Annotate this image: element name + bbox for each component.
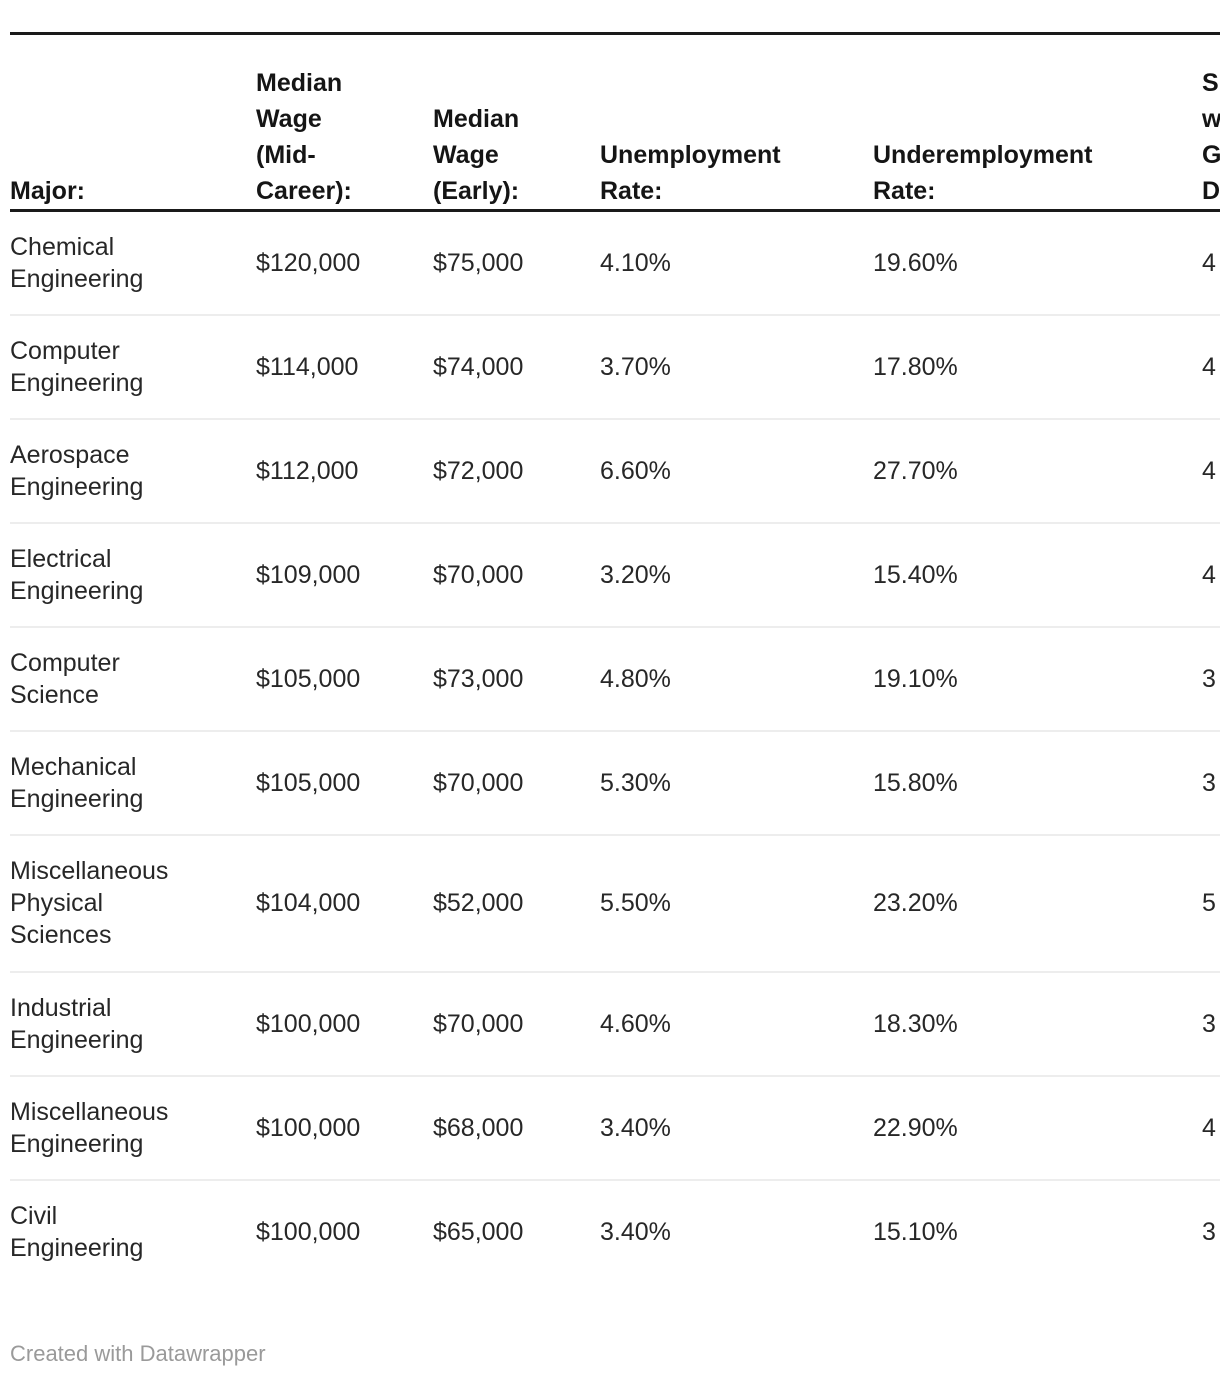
cell-unemployment-rate: 5.50% — [600, 889, 671, 917]
table-row-miscellaneous-engineering: Miscellaneous Engineering $100,000 $68,0… — [10, 1075, 1220, 1180]
cell-underemployment-rate: 22.90% — [873, 1113, 958, 1142]
table-row-industrial-engineering: Industrial Engineering $100,000 $70,000 … — [10, 971, 1220, 1076]
cell-median-wage-mid-career: $109,000 — [256, 560, 361, 589]
cell-median-wage-mid-career: $100,000 — [256, 1009, 361, 1038]
cell-median-wage-early: $70,000 — [433, 1009, 524, 1038]
datawrapper-credit-link[interactable]: Created with Datawrapper — [10, 1341, 266, 1366]
cell-underemployment-rate: 19.10% — [873, 664, 958, 693]
cell-median-wage-mid-career: $105,000 — [256, 768, 361, 797]
table-row-aerospace-engineering: Aerospace Engineering $112,000 $72,000 6… — [10, 418, 1220, 523]
cell-major: Industrial Engineering — [10, 993, 144, 1054]
cell-underemployment-rate: 15.80% — [873, 768, 958, 797]
col-header-underemployment-rate: Underemployment Rate: — [873, 141, 1093, 205]
table-row-electrical-engineering: Electrical Engineering $109,000 $70,000 … — [10, 522, 1220, 627]
cell-underemployment-rate: 23.20% — [873, 889, 958, 917]
cell-median-wage-early: $72,000 — [433, 456, 524, 485]
cell-share-with-graduate-degree-clipped: 4 — [1202, 560, 1216, 589]
cell-unemployment-rate: 3.40% — [600, 1113, 671, 1142]
col-header-share-with-graduate-degree-clipped: S w G D — [1202, 69, 1220, 205]
cell-underemployment-rate: 15.40% — [873, 560, 958, 589]
data-table-container: Major: Median Wage (Mid- Career): Median… — [10, 32, 1220, 1284]
col-header-unemployment-rate: Unemployment Rate: — [600, 141, 781, 205]
cell-share-with-graduate-degree-clipped: 4 — [1202, 352, 1216, 381]
cell-major: Miscellaneous Engineering — [10, 1097, 169, 1158]
col-header-major: Major: — [10, 177, 85, 205]
cell-underemployment-rate: 27.70% — [873, 456, 958, 485]
cell-unemployment-rate: 3.70% — [600, 352, 671, 381]
table-row-civil-engineering: Civil Engineering $100,000 $65,000 3.40%… — [10, 1179, 1220, 1284]
col-header-median-wage-early: Median Wage (Early): — [433, 105, 520, 205]
cell-major: Computer Engineering — [10, 336, 144, 397]
cell-median-wage-mid-career: $104,000 — [256, 889, 361, 917]
cell-median-wage-mid-career: $112,000 — [256, 456, 359, 485]
col-header-median-wage-mid-career: Median Wage (Mid- Career): — [256, 69, 352, 205]
cell-median-wage-early: $65,000 — [433, 1218, 524, 1246]
cell-median-wage-early: $75,000 — [433, 248, 524, 277]
table-row-computer-engineering: Computer Engineering $114,000 $74,000 3.… — [10, 314, 1220, 419]
cell-major: Civil Engineering — [10, 1202, 144, 1262]
cell-median-wage-mid-career: $114,000 — [256, 352, 359, 381]
cell-share-with-graduate-degree-clipped: 4 — [1202, 456, 1216, 485]
cell-unemployment-rate: 4.10% — [600, 248, 671, 277]
cell-share-with-graduate-degree-clipped: 4 — [1202, 248, 1216, 277]
cell-underemployment-rate: 15.10% — [873, 1218, 958, 1246]
cell-unemployment-rate: 4.80% — [600, 664, 671, 693]
cell-share-with-graduate-degree-clipped: 3 — [1202, 768, 1216, 797]
cell-unemployment-rate: 6.60% — [600, 456, 671, 485]
cell-median-wage-early: $73,000 — [433, 664, 524, 693]
cell-unemployment-rate: 3.20% — [600, 560, 671, 589]
cell-median-wage-early: $68,000 — [433, 1113, 524, 1142]
cell-median-wage-early: $52,000 — [433, 889, 524, 917]
cell-median-wage-early: $70,000 — [433, 768, 524, 797]
table-row-miscellaneous-physical-sciences: Miscellaneous Physical Sciences $104,000… — [10, 834, 1220, 972]
cell-major: Mechanical Engineering — [10, 752, 144, 813]
cell-median-wage-early: $70,000 — [433, 560, 524, 589]
cell-major: Electrical Engineering — [10, 544, 144, 605]
cell-share-with-graduate-degree-clipped: 5 — [1202, 889, 1216, 917]
cell-median-wage-mid-career: $120,000 — [256, 248, 361, 277]
table-row-chemical-engineering: Chemical Engineering $120,000 $75,000 4.… — [10, 211, 1220, 315]
cell-share-with-graduate-degree-clipped: 3 — [1202, 664, 1216, 693]
cell-major: Aerospace Engineering — [10, 440, 144, 501]
cell-share-with-graduate-degree-clipped: 3 — [1202, 1218, 1216, 1246]
cell-major: Miscellaneous Physical Sciences — [10, 857, 169, 949]
cell-share-with-graduate-degree-clipped: 4 — [1202, 1113, 1216, 1142]
cell-underemployment-rate: 19.60% — [873, 248, 958, 277]
cell-median-wage-early: $74,000 — [433, 352, 524, 381]
majors-table: Major: Median Wage (Mid- Career): Median… — [10, 32, 1220, 1284]
table-row-computer-science: Computer Science $105,000 $73,000 4.80% … — [10, 626, 1220, 731]
cell-major: Computer Science — [10, 648, 120, 709]
header-row: Major: Median Wage (Mid- Career): Median… — [10, 33, 1220, 211]
cell-median-wage-mid-career: $100,000 — [256, 1218, 361, 1246]
cell-underemployment-rate: 17.80% — [873, 352, 958, 381]
cell-unemployment-rate: 4.60% — [600, 1009, 671, 1038]
cell-share-with-graduate-degree-clipped: 3 — [1202, 1009, 1216, 1038]
cell-median-wage-mid-career: $100,000 — [256, 1113, 361, 1142]
cell-major: Chemical Engineering — [10, 232, 144, 293]
cell-underemployment-rate: 18.30% — [873, 1009, 958, 1038]
table-row-mechanical-engineering: Mechanical Engineering $105,000 $70,000 … — [10, 730, 1220, 835]
cell-median-wage-mid-career: $105,000 — [256, 664, 361, 693]
cell-unemployment-rate: 3.40% — [600, 1218, 671, 1246]
cell-unemployment-rate: 5.30% — [600, 768, 671, 797]
